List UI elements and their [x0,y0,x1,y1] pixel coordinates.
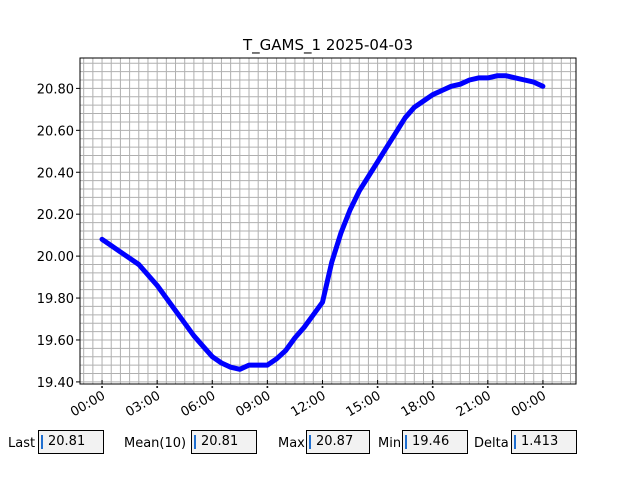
chart: T_GAMS_1 2025-04-03 19.40 19.60 19.80 20.00… [37,36,577,420]
chart-title: T_GAMS_1 2025-04-03 [242,36,413,55]
y-tick-label: 20.80 [37,82,74,97]
stat-delta-field[interactable]: 1.413 [511,430,577,454]
x-tick-label: 12:00 [289,388,329,420]
x-tick-dot [431,386,434,388]
series-layer [99,73,546,372]
y-tick-label: 19.60 [37,334,74,349]
y-tick-label: 20.20 [37,208,74,223]
stat-max-field[interactable]: 20.87 [306,430,370,454]
y-tick-label: 20.00 [37,250,74,265]
plot-frame [79,57,577,385]
x-tick-label: 15:00 [344,388,384,420]
x-tick-dot [266,386,269,388]
text-cursor [405,435,407,449]
x-tick-label: 00:00 [68,388,108,420]
x-tick-dot [541,386,544,388]
y-tick-label: 20.40 [37,166,74,181]
x-tick-label: 06:00 [178,388,218,420]
x-tick-label: 03:00 [123,388,163,420]
stat-min-value: 19.46 [412,434,450,449]
x-tick-dot [486,386,489,388]
stat-last-label: Last [8,436,36,451]
y-tick-label: 20.60 [37,124,74,139]
stat-min-field[interactable]: 19.46 [402,430,468,454]
stat-mean-field[interactable]: 20.81 [191,430,257,454]
x-tick-label: 00:00 [509,388,549,420]
stat-max-value: 20.87 [316,434,354,449]
axes: 19.40 19.60 19.80 20.00 20.20 20.40 20.60 20.80… [37,82,549,420]
y-tick-label: 19.80 [37,292,74,307]
stat-mean-label: Mean(10) [124,436,187,451]
x-tick-label: 09:00 [233,388,273,420]
x-tick-dot [376,386,379,388]
text-cursor [309,435,311,449]
stat-max-label: Max [278,436,305,451]
text-cursor [41,435,43,449]
stat-min-label: Min [378,436,402,451]
grid [80,58,576,384]
x-tick-dot [156,386,159,388]
x-tick-dot [211,386,214,388]
x-tick-dot [321,386,324,388]
text-cursor [194,435,196,449]
y-tick-label: 19.40 [37,376,74,391]
stat-delta-label: Delta [474,436,509,451]
x-tick-label: 18:00 [399,388,439,420]
stat-last-field[interactable]: 20.81 [38,430,104,454]
text-cursor [514,435,516,449]
x-tick-label: 21:00 [454,388,494,420]
stat-last-value: 20.81 [48,434,86,449]
stat-mean-value: 20.81 [201,434,239,449]
stat-delta-value: 1.413 [521,434,559,449]
x-tick-dot [101,386,104,388]
stats-bar: Last 20.81 Mean(10) 20.81 Max 20.87 Min … [0,430,640,460]
series-line [99,73,546,372]
